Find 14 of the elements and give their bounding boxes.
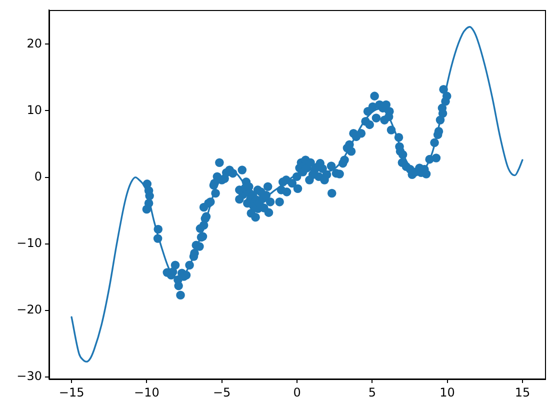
x-tick-label: 0 — [293, 385, 301, 400]
x-tick-label: 15 — [514, 385, 530, 400]
x-tick-label: −15 — [58, 385, 84, 400]
y-tick-label: −10 — [16, 236, 42, 250]
x-tick-label: −10 — [134, 385, 160, 400]
y-tick-label: −30 — [16, 369, 42, 384]
x-tick-label: −5 — [212, 385, 231, 400]
x-tick-label: 10 — [440, 385, 455, 400]
y-tick-label: 10 — [26, 102, 42, 117]
y-tick-label: 0 — [34, 169, 42, 184]
line-series — [70, 26, 524, 363]
x-tick-label: 5 — [368, 385, 376, 400]
y-tick-label: −20 — [16, 302, 42, 317]
y-tick-label: 20 — [26, 36, 42, 50]
